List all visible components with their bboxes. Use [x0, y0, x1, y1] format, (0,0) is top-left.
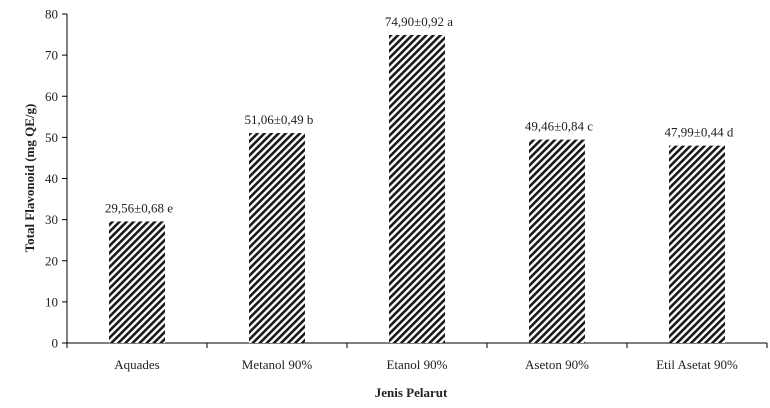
data-label: 49,46±0,84 c — [525, 119, 593, 134]
y-tick-label: 70 — [45, 48, 58, 63]
bar — [389, 34, 445, 343]
y-tick-label: 50 — [45, 130, 58, 145]
x-tick-label: Etanol 90% — [386, 357, 447, 372]
x-tick-label: Metanol 90% — [242, 357, 313, 372]
y-tick-label: 30 — [45, 212, 58, 227]
bar — [529, 139, 585, 343]
y-tick-label: 80 — [45, 7, 58, 22]
bar — [669, 145, 725, 343]
bar — [109, 221, 165, 343]
data-label: 47,99±0,44 d — [665, 125, 734, 140]
x-tick-label: Etil Asetat 90% — [656, 357, 738, 372]
y-tick-label: 10 — [45, 294, 58, 309]
data-label: 29,56±0,68 e — [105, 200, 173, 215]
data-label: 51,06±0,49 b — [245, 112, 314, 127]
y-tick-label: 20 — [45, 253, 58, 268]
y-axis-title: Total Flavonoid (mg QE/g) — [22, 104, 37, 253]
bar — [249, 133, 305, 343]
plot-area: 0 10 20 30 40 50 60 70 80 29,56±0,68 e Aquades 51,0… — [45, 7, 768, 372]
y-tick-label: 0 — [52, 336, 59, 351]
y-tick-label: 60 — [45, 89, 58, 104]
x-tick-label: Aseton 90% — [525, 357, 589, 372]
data-label: 74,90±0,92 a — [385, 14, 453, 29]
y-tick-label: 40 — [45, 171, 58, 186]
x-axis-title: Jenis Pelarut — [375, 385, 448, 400]
x-tick-label: Aquades — [114, 357, 160, 372]
